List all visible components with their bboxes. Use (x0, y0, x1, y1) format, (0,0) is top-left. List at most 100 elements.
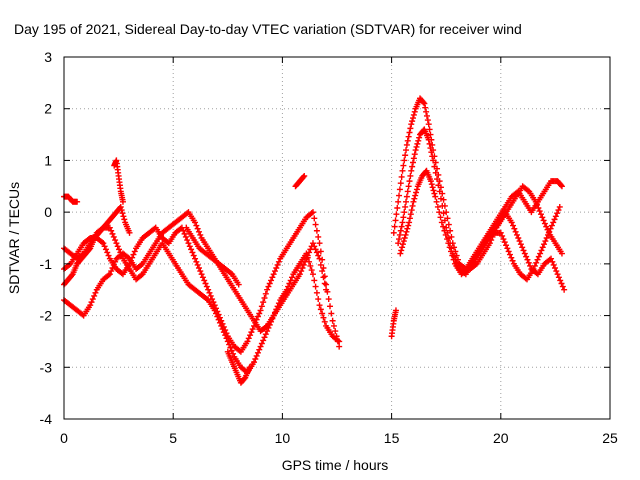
data-point (309, 209, 316, 216)
data-point (397, 227, 404, 234)
data-point (544, 226, 551, 233)
data-point (245, 335, 252, 342)
data-point (409, 163, 416, 170)
data-point (106, 224, 113, 231)
data-point (403, 228, 410, 235)
y-tick-label: -2 (40, 308, 53, 324)
data-point (410, 111, 417, 118)
data-point (88, 299, 95, 306)
data-point (182, 233, 189, 240)
data-point (415, 137, 422, 144)
data-point (405, 183, 412, 190)
data-point (508, 219, 515, 226)
data-point (414, 140, 421, 147)
data-point (299, 264, 306, 271)
data-point (398, 173, 405, 180)
data-point (411, 195, 418, 202)
data-point (532, 198, 539, 205)
data-point (180, 227, 187, 234)
data-point (227, 344, 234, 351)
x-tick-label: 20 (493, 430, 509, 446)
data-point (254, 349, 261, 356)
data-point (112, 237, 119, 244)
data-points-layer (61, 95, 568, 386)
data-point (427, 131, 434, 138)
data-point (218, 322, 225, 329)
data-point (542, 238, 549, 245)
series-track-10 (388, 307, 399, 340)
data-point (548, 255, 555, 262)
data-point (408, 121, 415, 128)
data-point (561, 286, 568, 293)
data-point (193, 222, 200, 229)
x-tick-label: 25 (602, 430, 618, 446)
data-point (396, 186, 403, 193)
data-point (228, 347, 235, 354)
data-point (543, 223, 550, 230)
data-point (301, 172, 308, 179)
data-point (395, 198, 402, 205)
data-point (410, 115, 417, 122)
y-tick-label: -3 (40, 359, 53, 375)
data-point (392, 217, 399, 224)
data-point (188, 246, 195, 253)
data-point (323, 281, 330, 288)
data-point (410, 159, 417, 166)
data-point (117, 203, 124, 210)
data-point (551, 216, 558, 223)
data-point (500, 236, 507, 243)
data-point (317, 248, 324, 255)
data-point (402, 203, 409, 210)
data-point (325, 296, 332, 303)
data-point (406, 219, 413, 226)
data-point (309, 240, 316, 247)
data-point (315, 252, 322, 259)
data-point (247, 332, 254, 339)
data-point (432, 193, 439, 200)
data-point (508, 254, 515, 261)
data-point (101, 243, 108, 250)
data-point (530, 266, 537, 273)
data-point (117, 249, 124, 256)
data-point (436, 209, 443, 216)
data-point (113, 240, 120, 247)
data-point (429, 184, 436, 191)
data-point (198, 271, 205, 278)
data-point (402, 231, 409, 238)
data-point (275, 258, 282, 265)
data-point (396, 236, 403, 243)
data-point (313, 249, 320, 256)
data-point (316, 240, 323, 247)
data-point (222, 332, 229, 339)
data-point (448, 248, 455, 255)
data-point (108, 227, 115, 234)
data-point (320, 274, 327, 281)
data-point (248, 329, 255, 336)
data-point (86, 246, 93, 253)
series-track-4 (61, 203, 133, 288)
data-point (270, 271, 277, 278)
data-point (509, 257, 516, 264)
data-point (423, 112, 430, 119)
data-point (131, 248, 138, 255)
data-point (421, 100, 428, 107)
data-point (194, 261, 201, 268)
data-point (261, 334, 268, 341)
data-point (434, 176, 441, 183)
data-point (190, 252, 197, 259)
data-point (249, 326, 256, 333)
data-point (445, 240, 452, 247)
data-point (517, 241, 524, 248)
data-point (112, 258, 119, 265)
data-point (446, 244, 453, 251)
data-point (251, 359, 258, 366)
data-point (336, 343, 343, 350)
data-point (519, 244, 526, 251)
data-point (404, 225, 411, 232)
data-point (323, 286, 330, 293)
data-point (401, 157, 408, 164)
data-point (555, 207, 562, 214)
data-point (490, 230, 497, 237)
series-track-8 (224, 348, 253, 386)
data-point (309, 271, 316, 278)
